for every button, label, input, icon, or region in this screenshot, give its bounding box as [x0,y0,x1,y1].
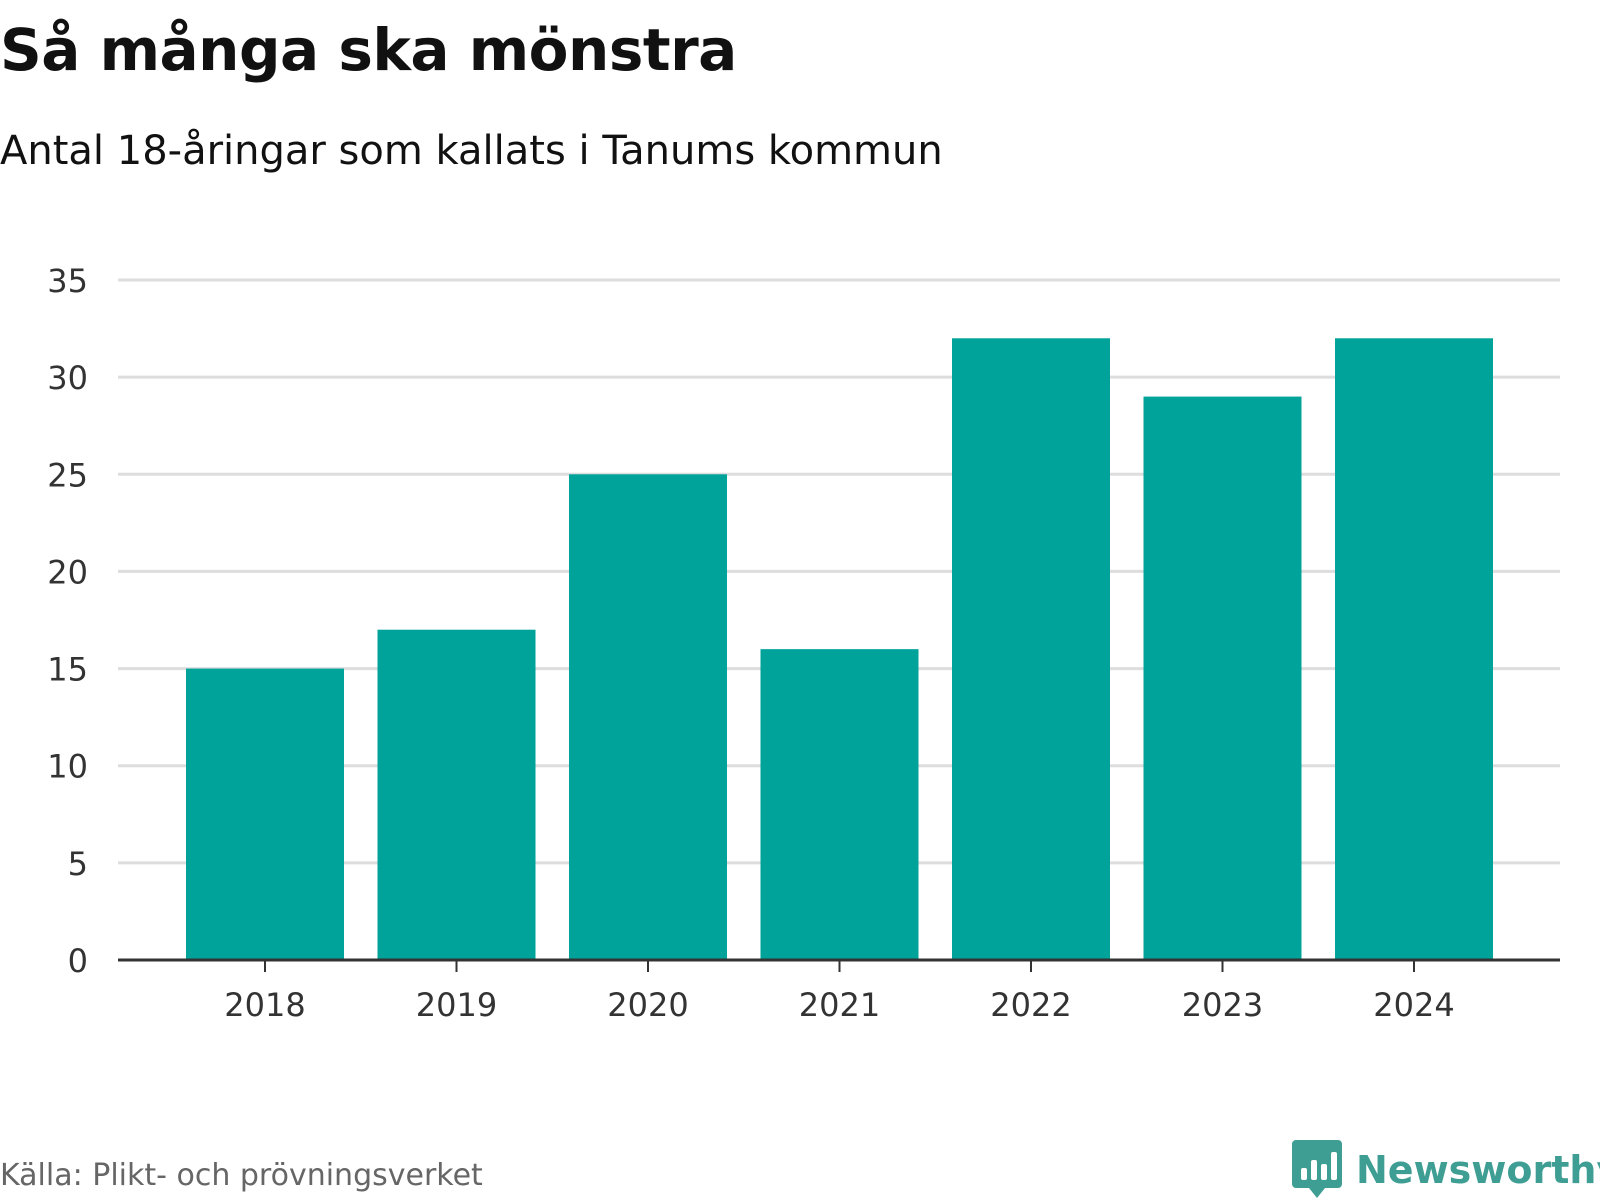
bar-2020[interactable] [569,474,727,960]
newsworthy-brand[interactable]: Newsworthy [1292,1140,1600,1200]
chart-title: Så många ska mönstra [0,16,737,84]
y-tick-label: 35 [47,262,88,300]
y-tick-label: 10 [47,748,88,786]
y-axis-ticks: 0 5 10 15 20 25 30 35 [47,262,88,980]
bar-2022[interactable] [952,338,1110,960]
bar-2024[interactable] [1335,338,1493,960]
x-tick-label: 2019 [416,986,497,1024]
y-tick-label: 25 [47,456,88,494]
x-tick-label: 2023 [1182,986,1263,1024]
bar-2018[interactable] [186,668,344,960]
chart-subtitle: Antal 18-åringar som kallats i Tanums ko… [0,128,943,174]
y-tick-label: 5 [68,845,88,883]
newsworthy-wordmark: Newsworthy [1356,1148,1600,1192]
source-note: Källa: Plikt- och prövningsverket [0,1158,483,1193]
x-tick-label: 2022 [990,986,1071,1024]
newsworthy-logo-icon [1292,1140,1342,1198]
bar-2023[interactable] [1143,396,1302,961]
y-tick-label: 30 [47,359,88,397]
x-tick-label: 2021 [799,986,880,1024]
x-tick-label: 2024 [1373,986,1454,1024]
bars [186,338,1493,961]
x-axis-ticks: 2018 2019 2020 2021 2022 2023 2024 [224,960,1455,1024]
bar-2021[interactable] [760,649,919,960]
y-tick-label: 0 [68,942,88,980]
y-tick-label: 20 [47,553,88,591]
y-tick-label: 15 [47,651,88,689]
bar-2019[interactable] [377,629,536,960]
x-tick-label: 2018 [224,986,305,1024]
x-tick-label: 2020 [607,986,688,1024]
